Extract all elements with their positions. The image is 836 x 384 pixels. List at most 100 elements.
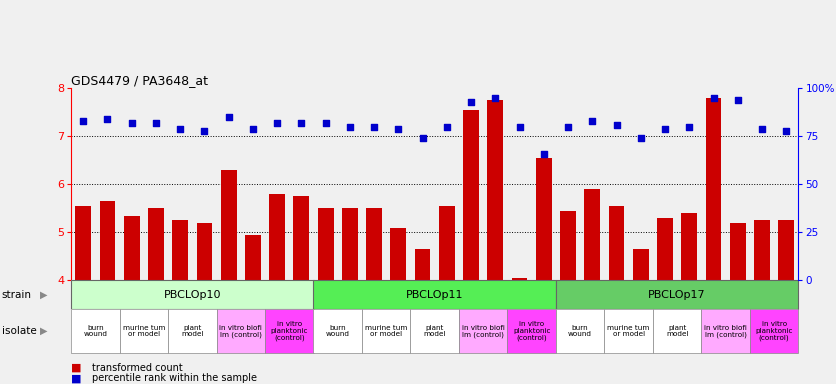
Bar	[269, 194, 285, 280]
Bar	[75, 206, 91, 280]
Bar	[217, 309, 265, 353]
Bar	[657, 218, 673, 280]
Text: ▶: ▶	[40, 326, 47, 336]
Text: murine tum
or model: murine tum or model	[123, 325, 165, 338]
Text: PBCLOp11: PBCLOp11	[406, 290, 463, 300]
Text: plant
model: plant model	[181, 325, 203, 338]
Bar	[366, 208, 382, 280]
Point	[294, 120, 308, 126]
Point	[197, 127, 211, 134]
Bar	[415, 249, 431, 280]
Text: in vitro biofi
lm (control): in vitro biofi lm (control)	[219, 325, 263, 338]
Text: plant
model: plant model	[424, 325, 446, 338]
Text: ▶: ▶	[40, 290, 47, 300]
Point	[561, 124, 574, 130]
Text: burn
wound: burn wound	[326, 325, 349, 338]
Text: plant
model: plant model	[666, 325, 688, 338]
Text: in vitro biofi
lm (control): in vitro biofi lm (control)	[704, 325, 747, 338]
Point	[222, 114, 236, 120]
Bar	[536, 158, 552, 280]
Point	[367, 124, 380, 130]
Text: murine tum
or model: murine tum or model	[365, 325, 407, 338]
Point	[343, 124, 356, 130]
Bar	[706, 98, 721, 280]
Point	[149, 120, 162, 126]
Bar	[120, 309, 168, 353]
Bar	[560, 211, 576, 280]
Text: burn
wound: burn wound	[84, 325, 107, 338]
Point	[440, 124, 453, 130]
Point	[77, 118, 90, 124]
Text: in vitro biofi
lm (control): in vitro biofi lm (control)	[461, 325, 505, 338]
Bar	[463, 110, 479, 280]
Point	[634, 135, 647, 141]
Text: burn
wound: burn wound	[568, 325, 592, 338]
Text: in vitro
planktonic
(control): in vitro planktonic (control)	[271, 321, 308, 341]
Point	[779, 127, 793, 134]
Bar	[71, 309, 120, 353]
Point	[706, 95, 720, 101]
Point	[537, 151, 550, 157]
Point	[609, 122, 623, 128]
Bar	[168, 309, 217, 353]
Bar	[507, 309, 556, 353]
Bar	[314, 280, 556, 309]
Text: in vitro
planktonic
(control): in vitro planktonic (control)	[513, 321, 550, 341]
Point	[319, 120, 332, 126]
Point	[731, 97, 744, 103]
Bar	[556, 309, 604, 353]
Bar	[71, 280, 314, 309]
Point	[415, 135, 430, 141]
Point	[125, 120, 138, 126]
Point	[585, 118, 599, 124]
Bar	[701, 309, 750, 353]
Bar	[172, 220, 188, 280]
Bar	[390, 227, 406, 280]
Bar	[196, 223, 212, 280]
Point	[100, 116, 114, 122]
Bar	[124, 215, 140, 280]
Bar	[750, 309, 798, 353]
Bar	[633, 249, 649, 280]
Text: transformed count: transformed count	[92, 363, 183, 373]
Point	[464, 99, 477, 105]
Bar	[245, 235, 261, 280]
Point	[682, 124, 696, 130]
Bar	[512, 278, 528, 280]
Point	[512, 124, 527, 130]
Bar	[487, 100, 503, 280]
Point	[755, 126, 768, 132]
Bar	[342, 208, 358, 280]
Text: percentile rank within the sample: percentile rank within the sample	[92, 373, 257, 383]
Text: PBCLOp17: PBCLOp17	[649, 290, 706, 300]
Point	[270, 120, 283, 126]
Text: murine tum
or model: murine tum or model	[608, 325, 650, 338]
Text: ■: ■	[71, 373, 82, 383]
Bar	[609, 206, 624, 280]
Bar	[293, 196, 309, 280]
Bar	[459, 309, 507, 353]
Bar	[584, 189, 600, 280]
Bar	[221, 170, 237, 280]
Bar	[439, 206, 455, 280]
Bar	[148, 208, 164, 280]
Bar	[653, 309, 701, 353]
Point	[246, 126, 259, 132]
Text: PBCLOp10: PBCLOp10	[164, 290, 221, 300]
Text: isolate: isolate	[2, 326, 37, 336]
Text: ■: ■	[71, 363, 82, 373]
Text: strain: strain	[2, 290, 32, 300]
Bar	[362, 309, 410, 353]
Bar	[265, 309, 314, 353]
Bar	[318, 208, 334, 280]
Text: GDS4479 / PA3648_at: GDS4479 / PA3648_at	[71, 74, 208, 87]
Bar	[604, 309, 653, 353]
Bar	[681, 213, 697, 280]
Point	[488, 95, 502, 101]
Bar	[778, 220, 794, 280]
Point	[658, 126, 671, 132]
Text: in vitro
planktonic
(control): in vitro planktonic (control)	[756, 321, 793, 341]
Bar	[314, 309, 362, 353]
Bar	[410, 309, 459, 353]
Bar	[556, 280, 798, 309]
